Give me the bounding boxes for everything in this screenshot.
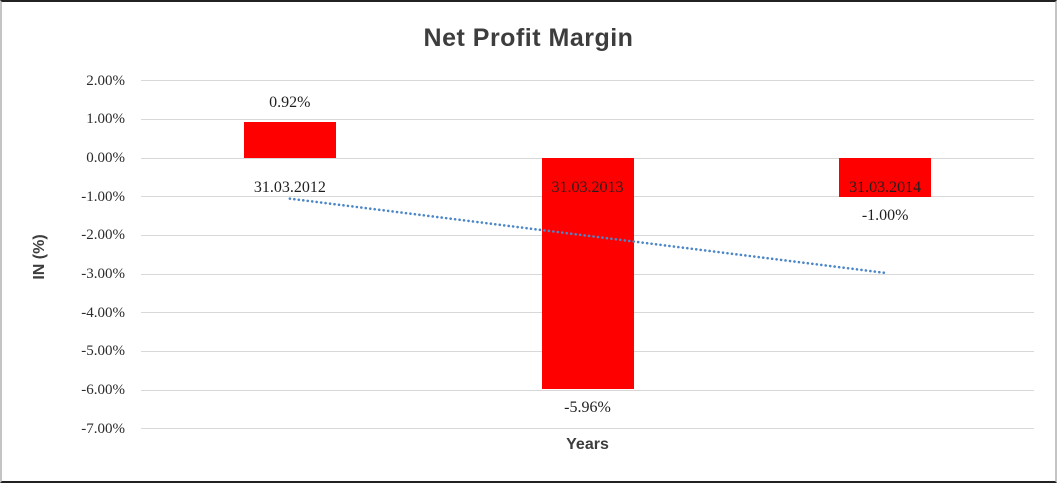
y-axis-tick-label: 0.00%	[86, 150, 125, 167]
bar-31.03.2014	[839, 158, 932, 197]
y-axis-tick-label: 2.00%	[86, 72, 125, 89]
gridline	[141, 389, 1034, 391]
bar-31.03.2013	[541, 158, 634, 389]
y-axis-tick-label: -6.00%	[81, 382, 125, 399]
y-axis-tick-label: -2.00%	[81, 227, 125, 244]
gridline	[141, 118, 1034, 120]
gridline	[141, 80, 1034, 82]
y-axis-tick-label: -7.00%	[81, 420, 125, 437]
bar-value-label: -5.96%	[564, 398, 611, 416]
x-axis-category-label: 31.03.2014	[849, 179, 922, 196]
chart-title: Net Profit Margin	[423, 24, 634, 52]
y-axis-tick-label: -3.00%	[81, 266, 125, 283]
x-axis-category-label: 31.03.2013	[551, 179, 624, 196]
y-axis-tick-label: 1.00%	[86, 111, 125, 128]
y-axis-tick-label: -1.00%	[81, 188, 125, 205]
gridline	[141, 428, 1034, 430]
bar-31.03.2012	[243, 122, 336, 159]
x-axis-category-label: 31.03.2012	[253, 179, 326, 196]
y-axis-tick-label: -5.00%	[81, 343, 125, 360]
bar-value-label: -1.00%	[861, 206, 909, 224]
x-axis-title: Years	[566, 436, 609, 453]
bar-value-label: 0.92%	[269, 94, 311, 112]
y-axis-tick-label: -4.00%	[81, 304, 125, 321]
